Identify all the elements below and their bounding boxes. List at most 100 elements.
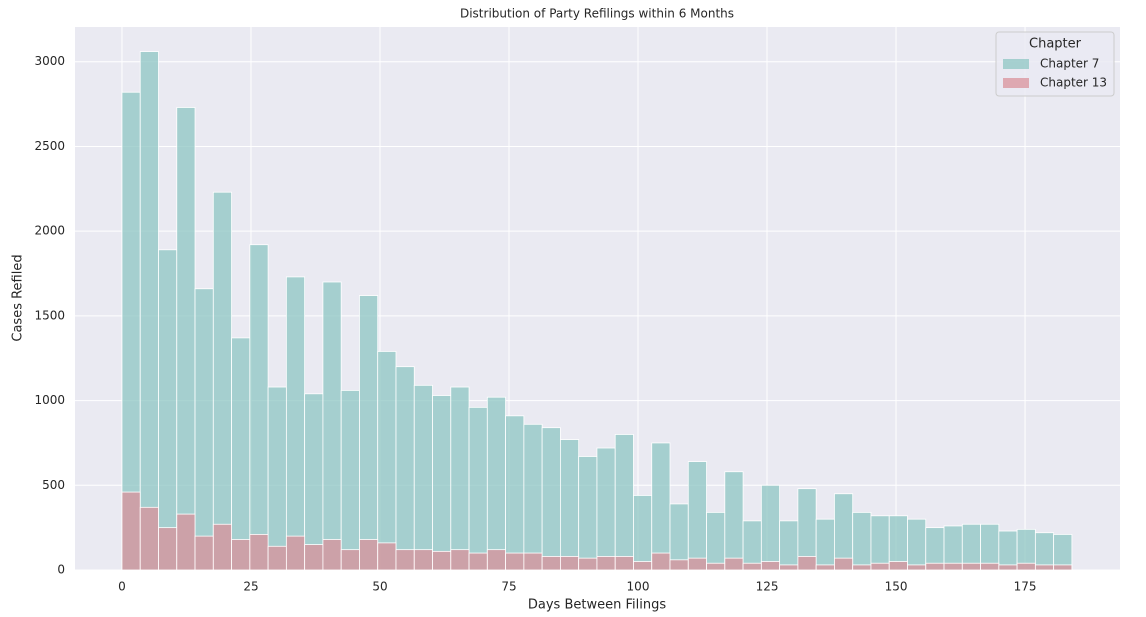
bar (815, 564, 835, 571)
x-tick-label: 100 (627, 580, 650, 594)
x-tick-label: 75 (501, 580, 516, 594)
bar (541, 556, 561, 571)
bar (779, 564, 799, 571)
bar (852, 511, 872, 571)
bar (505, 415, 525, 571)
bar (724, 557, 744, 571)
bar (559, 439, 580, 571)
bar (1034, 564, 1055, 571)
x-tick-label: 25 (243, 580, 258, 594)
bar (815, 518, 835, 571)
bar (907, 518, 927, 571)
bar (285, 535, 306, 571)
bar (578, 557, 598, 571)
bar (742, 520, 762, 571)
bar (633, 495, 653, 571)
bar (377, 351, 397, 571)
legend-swatch (1003, 78, 1029, 88)
legend-title: Chapter (1029, 37, 1082, 52)
bar (687, 461, 707, 571)
bar (760, 561, 781, 571)
bar (432, 550, 452, 571)
x-tick-label: 50 (372, 580, 387, 594)
bar (1016, 562, 1036, 571)
bar (541, 427, 561, 571)
y-tick-label: 2000 (34, 224, 65, 238)
bar (523, 423, 543, 571)
bar (651, 442, 671, 571)
bar (505, 552, 525, 571)
bar (450, 549, 470, 571)
bar (304, 393, 324, 571)
x-tick-label: 175 (1014, 580, 1037, 594)
bar (285, 276, 306, 571)
bar (961, 562, 981, 571)
bar (413, 549, 433, 571)
bar (888, 561, 908, 571)
bar (870, 515, 890, 571)
bar (139, 506, 159, 571)
bar (486, 396, 506, 571)
x-tick-label: 0 (118, 580, 126, 594)
bar (212, 191, 232, 571)
bar (158, 249, 178, 571)
bar (176, 107, 196, 571)
bar (614, 434, 634, 571)
bar (194, 535, 214, 571)
bar (998, 564, 1018, 571)
legend-label: Chapter 7 (1040, 57, 1099, 71)
bar (907, 564, 927, 571)
bar (706, 562, 726, 571)
bar (231, 539, 251, 571)
bar (779, 520, 799, 571)
bars (121, 51, 1073, 571)
bar (925, 562, 945, 571)
x-tick-label: 125 (756, 580, 779, 594)
bar (450, 386, 470, 571)
bar (706, 511, 726, 571)
bar (249, 534, 269, 571)
bar (340, 390, 360, 571)
bar (231, 337, 251, 571)
bar (413, 384, 433, 571)
bar (870, 562, 890, 571)
y-tick-label: 1000 (34, 393, 65, 407)
bar (158, 527, 178, 571)
bar (359, 295, 379, 571)
bar (797, 556, 817, 571)
chart-title: Distribution of Party Refilings within 6… (460, 7, 734, 21)
y-tick-label: 2500 (34, 139, 65, 153)
bar (943, 562, 963, 571)
bar (559, 556, 580, 571)
bar (395, 549, 415, 571)
y-tick-label: 0 (57, 563, 65, 577)
bar (176, 513, 196, 571)
bar (194, 288, 214, 571)
bar (742, 562, 762, 571)
bar (523, 552, 543, 571)
bar (651, 552, 671, 571)
bar (468, 552, 488, 571)
bar (596, 556, 616, 571)
bar (395, 366, 415, 571)
bar (377, 542, 397, 571)
bar (249, 244, 269, 571)
bar (359, 539, 379, 571)
bar (1034, 532, 1055, 571)
bar (486, 549, 506, 571)
bar (998, 530, 1018, 571)
legend-swatch (1003, 59, 1029, 69)
x-tick-label: 150 (885, 580, 908, 594)
bar (304, 544, 324, 571)
bar (322, 281, 342, 571)
y-tick-label: 500 (42, 478, 65, 492)
bar (596, 447, 616, 571)
bar (614, 556, 634, 571)
y-axis-label: Cases Refiled (11, 254, 26, 341)
bar (340, 549, 360, 571)
bar (980, 562, 1000, 571)
x-axis-label: Days Between Filings (528, 598, 666, 613)
y-tick-label: 1500 (34, 308, 65, 322)
bar (267, 545, 287, 571)
